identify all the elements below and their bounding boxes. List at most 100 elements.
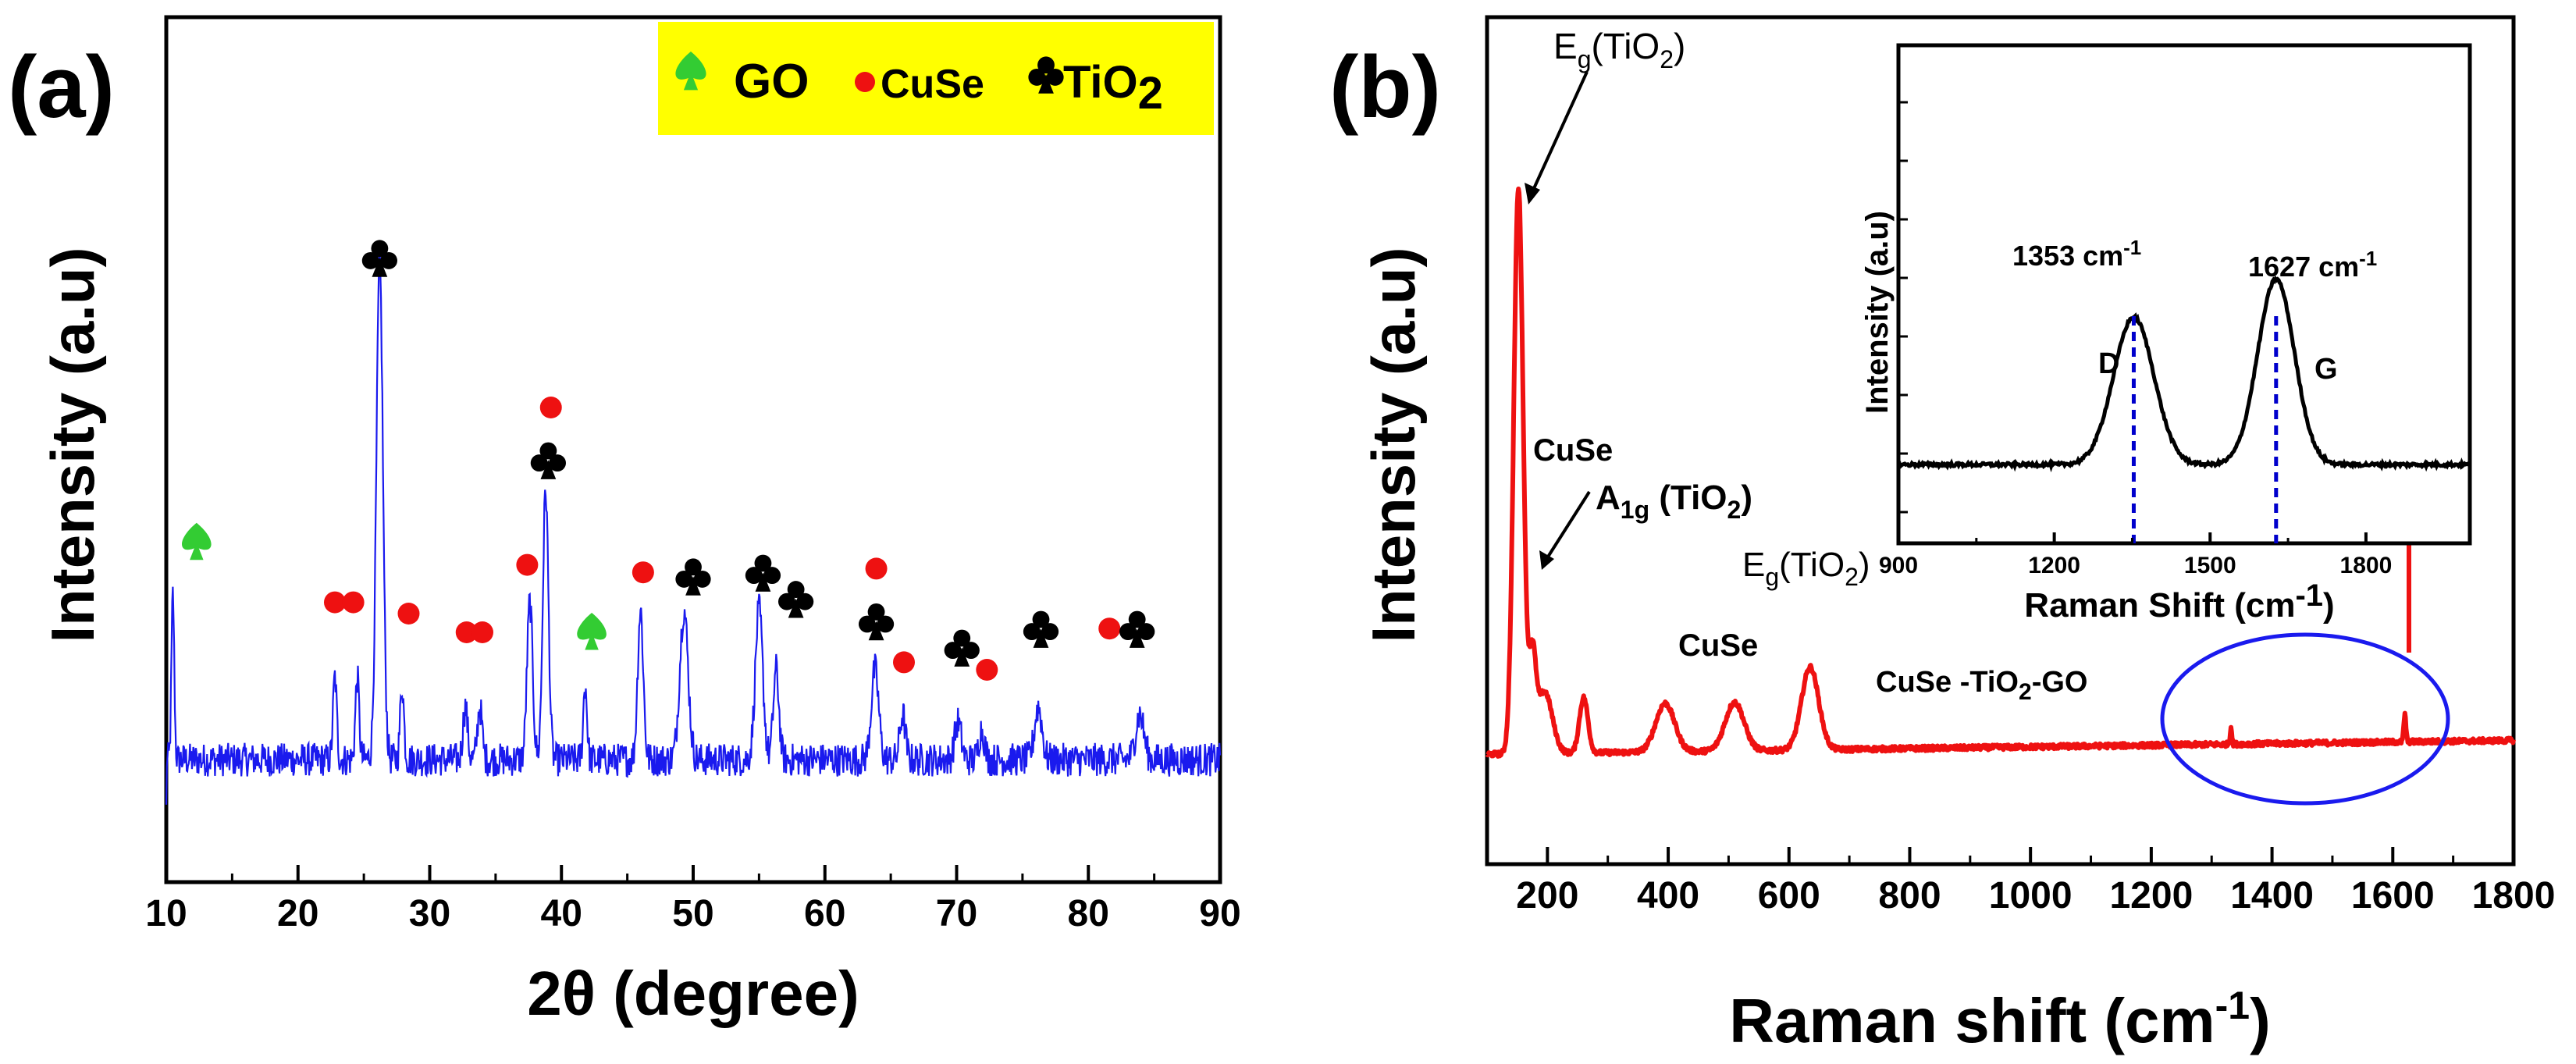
inset-g-label: G <box>2314 353 2338 386</box>
inset-spectrum-line <box>1897 275 2472 473</box>
tio2-marker-left <box>675 570 693 588</box>
inset-xlabel-sup: -1 <box>2295 578 2323 613</box>
legend-tio2-club <box>1037 56 1055 74</box>
legend-tio2-text: TiO2 <box>1063 57 1163 119</box>
anno-a1g-main: A <box>1596 479 1621 517</box>
cuse-marker <box>342 591 365 614</box>
anno-a1g-close: ) <box>1741 479 1752 517</box>
cuse-marker <box>324 591 346 614</box>
xrd-phase-markers <box>182 240 1155 681</box>
legend-go-spade-stem <box>683 72 699 91</box>
tio2-marker-left <box>1119 623 1137 641</box>
go-marker <box>182 522 212 550</box>
anno-eg-1-end: (TiO <box>1591 26 1660 66</box>
anno-sample-end: -GO <box>2032 666 2088 699</box>
xrd-data-layer <box>165 248 1222 805</box>
go-marker-stem <box>190 542 204 560</box>
tio2-marker <box>1032 610 1050 628</box>
inset-g-position-main: 1627 cm <box>2248 251 2359 283</box>
anno-eg-1-sub: g <box>1578 45 1592 73</box>
legend-background <box>658 22 1214 135</box>
inset-g-position-sup: -1 <box>2359 247 2377 270</box>
tio2-marker-stem <box>755 572 771 592</box>
inset-d-position: 1353 cm-1 <box>2012 236 2141 272</box>
tio2-marker-left <box>745 567 763 585</box>
go-marker-stem <box>585 632 599 650</box>
raman-x-tick-label: 1400 <box>2230 875 2314 916</box>
anno-a1g-end: (TiO <box>1649 479 1727 517</box>
anno-eg-1-main: E <box>1553 26 1578 66</box>
anno-eg-1-arrowhead <box>1525 183 1540 205</box>
inset-d-position-sup: -1 <box>2123 236 2141 259</box>
legend-tio2-club-stem <box>1038 74 1054 94</box>
legend-tio2-club-left <box>1028 68 1046 86</box>
inset-x-tick-label: 900 <box>1879 553 1918 578</box>
raman-x-tick-label: 1200 <box>2109 875 2193 916</box>
panel-a-xrd: (a) Intensity (a.u) 10 20 30 40 50 60 70 80 90 G… <box>8 15 1241 1028</box>
go-marker <box>577 613 607 640</box>
anno-eg-1: Eg(TiO2) <box>1553 26 1685 73</box>
anno-a1g: A1g (TiO2) <box>1596 479 1752 524</box>
tio2-marker-left <box>778 592 795 610</box>
inset-d-position-main: 1353 cm <box>2012 240 2123 272</box>
anno-eg-2-end: (TiO <box>1779 546 1845 584</box>
raman-x-ticks: 200 400 600 800 1000 1200 1400 1600 1800 <box>1516 847 2555 916</box>
xrd-x-tick-label: 20 <box>277 893 318 934</box>
cuse-marker <box>516 553 539 576</box>
tio2-marker-stem <box>685 576 701 596</box>
xrd-x-tick-label: 10 <box>145 893 187 934</box>
anno-cuse-2: CuSe <box>1678 628 1758 663</box>
xrd-x-tick-label: 90 <box>1199 893 1240 934</box>
xrd-xlabel: 2θ (degree) <box>527 959 859 1028</box>
cuse-marker <box>471 621 493 643</box>
raman-inset: Intensity (a.u) 900 1200 1500 1800 1353 cm-… <box>1860 43 2472 625</box>
tio2-marker-stem <box>540 460 557 479</box>
anno-eg-1-sub2: 2 <box>1660 45 1674 73</box>
xrd-x-tick-label: 70 <box>936 893 977 934</box>
anno-eg-2-main: E <box>1742 546 1765 584</box>
anno-a1g-arrow <box>1544 490 1591 562</box>
anno-a1g-sub: 1g <box>1621 496 1649 524</box>
panel-b-raman: (b) Intensity (a.u) 200 400 600 800 1000 1200… <box>1329 15 2555 1055</box>
xrd-x-tick-label: 40 <box>541 893 582 934</box>
inset-x-ticks: 900 1200 1500 1800 <box>1879 532 2392 578</box>
anno-eg-2-close: ) <box>1859 546 1870 584</box>
tio2-marker-right <box>1137 623 1155 641</box>
tio2-marker-stem <box>1129 628 1145 648</box>
inset-xlabel: Raman Shift (cm-1) <box>2024 578 2334 625</box>
raman-x-tick-label: 1000 <box>1989 875 2073 916</box>
legend-tio2-label: TiO <box>1063 57 1138 108</box>
tio2-marker-stem <box>868 621 884 641</box>
anno-a1g-sub2: 2 <box>1727 496 1742 524</box>
xrd-x-tick-label: 30 <box>409 893 450 934</box>
raman-x-tick-label: 800 <box>1878 875 1941 916</box>
inset-x-tick-label: 1800 <box>2340 553 2393 578</box>
inset-ylabel: Intensity (a.u) <box>1860 211 1895 414</box>
legend-cuse-dot <box>855 72 875 92</box>
inset-d-label: D <box>2098 347 2119 380</box>
raman-xlabel-main: Raman shift (cm <box>1729 986 2215 1055</box>
tio2-marker-stem <box>954 647 970 667</box>
tio2-marker <box>787 581 805 599</box>
xrd-ylabel: Intensity (a.u) <box>38 247 107 642</box>
raman-xlabel: Raman shift (cm-1) <box>1729 984 2270 1055</box>
cuse-marker <box>976 659 998 681</box>
tio2-marker-right <box>1041 623 1059 641</box>
raman-data-layer <box>1485 187 2516 759</box>
anno-cuse-1: CuSe <box>1533 433 1613 468</box>
tio2-marker <box>685 558 702 576</box>
anno-eg-2-sub: g <box>1765 563 1779 591</box>
xrd-pattern-line <box>165 248 1222 805</box>
tio2-marker-left <box>530 454 548 472</box>
go-spade-icon <box>675 52 706 91</box>
tio2-marker <box>953 629 971 647</box>
anno-eg-2-sub2: 2 <box>1845 563 1859 591</box>
tio2-marker-stem <box>788 598 804 618</box>
tio2-marker-right <box>380 251 397 269</box>
inset-g-position: 1627 cm-1 <box>2248 247 2377 283</box>
anno-eg-1-arrow <box>1530 71 1589 194</box>
xrd-x-tick-label: 60 <box>804 893 845 934</box>
tio2-marker-left <box>361 251 379 269</box>
raman-spectrum-line <box>1485 187 2516 759</box>
